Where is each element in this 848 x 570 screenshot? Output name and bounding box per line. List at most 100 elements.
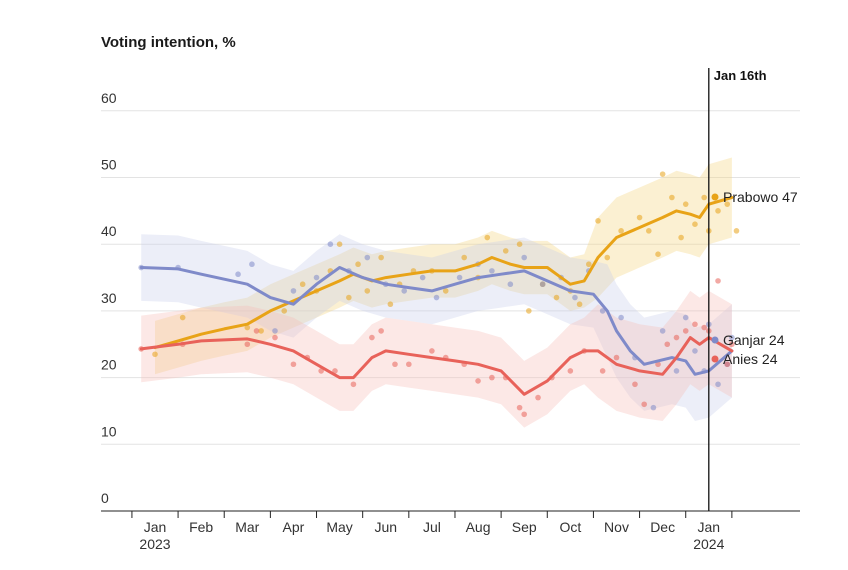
prabowo-poll-point-43 — [724, 201, 731, 207]
prabowo-poll-point-11 — [364, 288, 371, 294]
y-tick-label-30: 30 — [101, 290, 117, 306]
ganjar-poll-point-14 — [456, 274, 463, 281]
x-tick-label-3: Apr — [283, 519, 305, 535]
chart-title: Voting intention, % — [101, 34, 236, 51]
anies-poll-point-24 — [567, 368, 574, 374]
anies-poll-point-38 — [724, 361, 731, 368]
prabowo-poll-point-10 — [355, 261, 361, 268]
ganjar-poll-point-28 — [673, 368, 680, 374]
x-tick-label-8: Sep — [512, 519, 537, 535]
anies-poll-point-14 — [429, 348, 435, 354]
prabowo-poll-point-8 — [336, 241, 343, 247]
anies-poll-point-26 — [599, 368, 606, 374]
prabowo-poll-point-13 — [387, 301, 394, 308]
y-tick-label-0: 0 — [101, 490, 109, 506]
anies-poll-point-13 — [406, 361, 412, 368]
ganjar-poll-point-3 — [249, 261, 255, 268]
prabowo-poll-point-33 — [646, 228, 652, 234]
prabowo-poll-point-35 — [659, 171, 666, 177]
anies-trend-line — [139, 336, 734, 396]
anies-poll-point-8 — [332, 368, 338, 374]
prabowo-poll-point-12 — [378, 254, 384, 261]
ganjar-poll-point-2 — [235, 271, 241, 278]
prabowo-poll-point-36 — [669, 194, 675, 201]
x-tick-label-12: Jan — [698, 519, 721, 535]
y-tick-label-20: 20 — [101, 357, 117, 373]
prabowo-trend-line — [153, 196, 734, 350]
prabowo-poll-point-39 — [692, 221, 698, 227]
anies-poll-point-35 — [701, 324, 707, 331]
prabowo-poll-point-1 — [179, 314, 186, 321]
anies-poll-point-9 — [350, 381, 357, 388]
anies-poll-point-31 — [664, 341, 671, 348]
x-tick-label-9: Oct — [559, 519, 581, 535]
prabowo-poll-point-34 — [655, 251, 661, 258]
x-tick-label-10: Nov — [604, 519, 629, 535]
prabowo-poll-point-17 — [442, 288, 449, 294]
prabowo-poll-point-9 — [346, 294, 352, 301]
anies-poll-point-5 — [290, 361, 297, 368]
y-tick-label-60: 60 — [101, 90, 117, 106]
x-tick-label-11: Dec — [650, 519, 675, 535]
ganjar-poll-point-12 — [419, 274, 426, 281]
prabowo-poll-point-23 — [526, 308, 532, 314]
x-tick-label-0: Jan — [144, 519, 167, 535]
ganjar-poll-point-18 — [521, 254, 527, 261]
prabowo-poll-point-4 — [281, 308, 288, 314]
anies-poll-point-27 — [613, 354, 620, 361]
y-tick-label-10: 10 — [101, 423, 117, 439]
ganjar-poll-point-23 — [599, 308, 606, 314]
x-tick-label-5: Jun — [374, 519, 397, 535]
ganjar-poll-point-13 — [433, 294, 440, 301]
ganjar-poll-point-30 — [692, 348, 698, 354]
prabowo-poll-point-2 — [244, 324, 251, 331]
prabowo-poll-point-22 — [516, 241, 523, 247]
prabowo-poll-point-44 — [733, 228, 740, 234]
ganjar-end-label: Ganjar 24 — [723, 332, 785, 348]
ganjar-poll-point-11 — [401, 288, 408, 294]
y-tick-label-50: 50 — [101, 157, 117, 173]
ganjar-poll-point-16 — [489, 268, 495, 274]
ganjar-poll-point-19 — [539, 281, 546, 288]
anies-poll-point-17 — [475, 378, 481, 384]
ganjar-poll-point-24 — [618, 314, 624, 321]
prabowo-poll-point-37 — [678, 234, 684, 241]
prabowo-poll-point-5 — [299, 281, 306, 288]
prabowo-band — [155, 157, 732, 375]
x-year-label-0: 2023 — [139, 536, 170, 552]
anies-poll-point-39 — [729, 341, 735, 348]
ganjar-poll-point-35 — [729, 334, 735, 341]
ganjar-poll-point-5 — [290, 288, 297, 294]
prabowo-poll-point-25 — [553, 294, 560, 301]
trend-lines — [139, 196, 734, 396]
x-tick-label-6: Jul — [423, 519, 441, 535]
ganjar-poll-point-17 — [507, 281, 514, 288]
anies-poll-point-21 — [521, 411, 527, 418]
prabowo-poll-point-27 — [576, 301, 583, 308]
anies-end-dot — [711, 355, 719, 363]
ganjar-poll-point-4 — [272, 328, 278, 334]
x-tick-label-2: Mar — [235, 519, 259, 535]
anies-poll-point-7 — [318, 368, 324, 374]
anies-end-label: Anies 24 — [723, 351, 778, 367]
anies-poll-point-4 — [272, 334, 278, 341]
ganjar-poll-point-6 — [313, 274, 320, 281]
ganjar-poll-point-9 — [364, 254, 371, 261]
prabowo-poll-point-3 — [258, 328, 264, 334]
x-year-label-12: 2024 — [693, 536, 724, 552]
anies-poll-point-34 — [692, 321, 698, 328]
anies-poll-point-29 — [641, 401, 647, 408]
ganjar-poll-point-21 — [572, 294, 578, 301]
x-tick-label-4: May — [326, 519, 352, 535]
gridlines: 60 50 40 30 20 10 0 — [101, 90, 800, 506]
x-tick-label-1: Feb — [189, 519, 213, 535]
prabowo-poll-point-28 — [586, 261, 592, 268]
prabowo-poll-point-20 — [484, 234, 491, 241]
anies-poll-point-32 — [673, 334, 680, 341]
anies-poll-point-22 — [535, 394, 541, 401]
ganjar-poll-point-33 — [715, 381, 721, 388]
ganjar-poll-point-7 — [327, 241, 334, 247]
ganjar-end-dot — [711, 336, 719, 344]
anies-poll-point-28 — [632, 381, 638, 388]
